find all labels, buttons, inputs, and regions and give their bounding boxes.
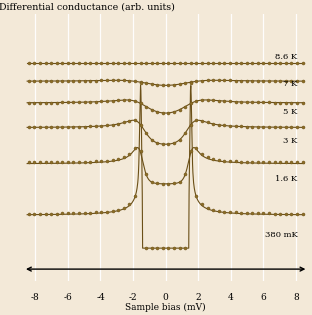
Text: 1.6 K: 1.6 K [275,175,298,183]
Text: 5 K: 5 K [283,108,298,116]
Text: 7 K: 7 K [283,80,298,88]
Text: 8.6 K: 8.6 K [275,53,298,60]
Text: 380 mK: 380 mK [265,231,298,239]
X-axis label: Sample bias (mV): Sample bias (mV) [125,303,206,312]
Text: 3 K: 3 K [283,137,298,145]
Text: Differential conductance (arb. units): Differential conductance (arb. units) [0,3,175,12]
